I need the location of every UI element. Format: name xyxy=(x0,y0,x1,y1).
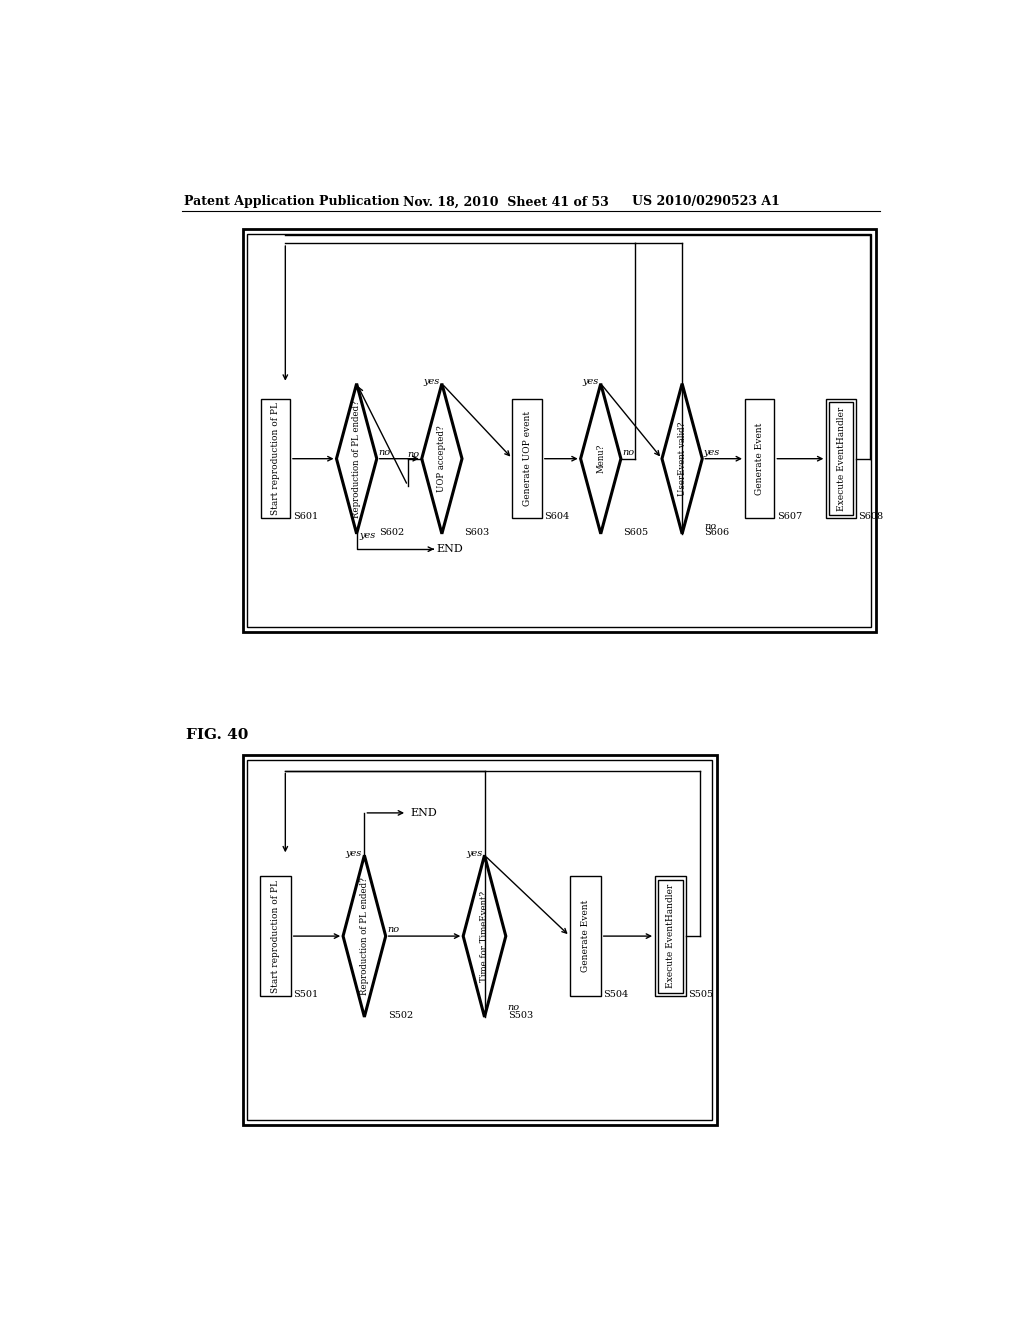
Text: S601: S601 xyxy=(293,512,318,521)
Bar xyxy=(248,234,871,627)
Bar xyxy=(243,230,876,632)
Text: Start reproduction of PL: Start reproduction of PL xyxy=(270,879,280,993)
Bar xyxy=(829,403,853,515)
Text: S605: S605 xyxy=(624,528,648,537)
Text: Reproduction of PL ended?: Reproduction of PL ended? xyxy=(352,400,361,517)
Text: no: no xyxy=(507,1003,519,1012)
Polygon shape xyxy=(343,855,386,1016)
Text: Generate UOP event: Generate UOP event xyxy=(522,411,531,507)
Text: Generate Event: Generate Event xyxy=(581,900,590,973)
Text: Execute EventHandler: Execute EventHandler xyxy=(666,884,675,989)
Text: no: no xyxy=(408,450,420,459)
Bar xyxy=(826,399,856,519)
Text: yes: yes xyxy=(423,378,439,387)
Bar xyxy=(243,755,717,1125)
Bar xyxy=(260,399,290,519)
Text: US 2010/0290523 A1: US 2010/0290523 A1 xyxy=(632,195,779,209)
Bar xyxy=(248,760,713,1121)
Text: S504: S504 xyxy=(603,990,629,999)
Text: yes: yes xyxy=(583,378,598,387)
Text: S604: S604 xyxy=(544,512,569,521)
Text: S503: S503 xyxy=(508,1011,534,1020)
Text: Patent Application Publication: Patent Application Publication xyxy=(183,195,399,209)
Text: no: no xyxy=(703,521,716,531)
Polygon shape xyxy=(463,855,506,1016)
Text: S502: S502 xyxy=(388,1011,414,1020)
Text: END: END xyxy=(411,808,437,818)
Text: S603: S603 xyxy=(464,528,489,537)
Bar xyxy=(569,876,601,995)
Text: S608: S608 xyxy=(858,512,883,521)
Text: yes: yes xyxy=(345,849,361,858)
Text: no: no xyxy=(387,925,399,935)
Text: END: END xyxy=(436,544,463,554)
Text: yes: yes xyxy=(466,849,482,858)
Text: yes: yes xyxy=(703,447,720,457)
Text: no: no xyxy=(378,447,390,457)
Text: FIG. 40: FIG. 40 xyxy=(186,729,249,742)
Text: yes: yes xyxy=(359,531,375,540)
Text: Execute EventHandler: Execute EventHandler xyxy=(837,407,846,511)
Text: UserEvent valid?: UserEvent valid? xyxy=(678,421,687,496)
Text: S501: S501 xyxy=(293,990,318,999)
Text: S606: S606 xyxy=(705,528,730,537)
Polygon shape xyxy=(581,384,621,533)
Text: Menu?: Menu? xyxy=(596,444,605,474)
Text: S607: S607 xyxy=(776,512,802,521)
Text: no: no xyxy=(623,447,635,457)
Text: UOP accepted?: UOP accepted? xyxy=(437,425,446,492)
Text: Time for TimeEvent?: Time for TimeEvent? xyxy=(480,891,489,982)
Text: Nov. 18, 2010  Sheet 41 of 53: Nov. 18, 2010 Sheet 41 of 53 xyxy=(403,195,609,209)
Bar xyxy=(512,399,542,519)
Polygon shape xyxy=(662,384,702,533)
Bar xyxy=(658,879,683,993)
Text: Reproduction of PL ended?: Reproduction of PL ended? xyxy=(359,878,369,995)
Text: Start reproduction of PL: Start reproduction of PL xyxy=(270,403,280,515)
Polygon shape xyxy=(422,384,462,533)
Text: Generate Event: Generate Event xyxy=(755,422,764,495)
Polygon shape xyxy=(337,384,377,533)
Text: S602: S602 xyxy=(379,528,404,537)
Text: S505: S505 xyxy=(688,990,714,999)
Bar xyxy=(744,399,774,519)
Bar xyxy=(260,876,291,995)
Bar xyxy=(655,876,686,995)
